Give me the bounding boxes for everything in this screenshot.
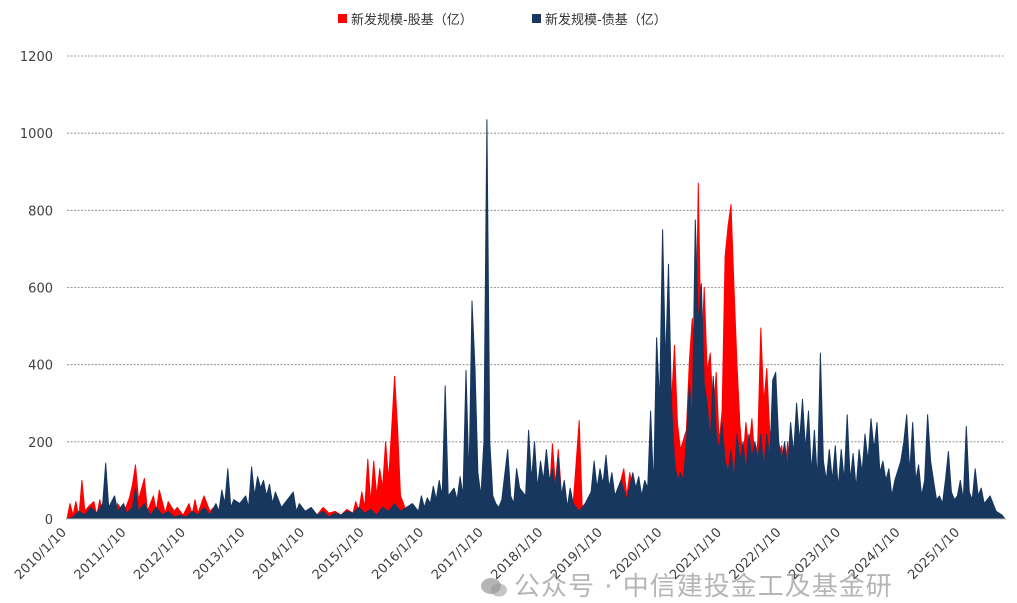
x-tick-label: 2014/1/10 xyxy=(250,525,308,583)
legend-label-bond: 新发规模-债基（亿） xyxy=(545,12,667,28)
x-tick-label: 2010/1/10 xyxy=(12,525,70,583)
legend-swatch-bond xyxy=(532,14,541,23)
y-tick-label: 1000 xyxy=(20,127,53,142)
y-tick-label: 0 xyxy=(45,513,53,528)
x-tick-label: 2012/1/10 xyxy=(131,525,189,583)
y-axis: 0 200 400 600 800 1000 1200 xyxy=(20,50,53,528)
wechat-icon xyxy=(481,578,507,597)
y-tick-label: 1200 xyxy=(20,50,53,65)
watermark: 公众号 · 中信建投金工及基金研 xyxy=(480,566,893,603)
plot-area xyxy=(66,119,1006,520)
x-tick-label: 2015/1/10 xyxy=(310,525,368,583)
y-tick-label: 400 xyxy=(28,359,53,374)
y-tick-label: 200 xyxy=(28,436,53,451)
gridlines xyxy=(67,55,1005,443)
x-tick-label: 2016/1/10 xyxy=(369,525,427,583)
legend: 新发规模-股基（亿） 新发规模-债基（亿） xyxy=(338,12,667,28)
y-tick-label: 800 xyxy=(28,204,53,219)
y-tick-label: 600 xyxy=(28,282,53,297)
legend-label-equity: 新发规模-股基（亿） xyxy=(351,12,473,28)
x-tick-label: 2017/1/10 xyxy=(429,525,487,583)
watermark-text: 公众号 · 中信建投金工及基金研 xyxy=(514,572,893,602)
legend-swatch-equity xyxy=(338,14,347,23)
x-tick-label: 2013/1/10 xyxy=(191,525,249,583)
x-tick-label: 2025/1/10 xyxy=(905,525,963,583)
series-area-bond xyxy=(66,119,1006,520)
x-tick-label: 2011/1/10 xyxy=(72,525,130,583)
